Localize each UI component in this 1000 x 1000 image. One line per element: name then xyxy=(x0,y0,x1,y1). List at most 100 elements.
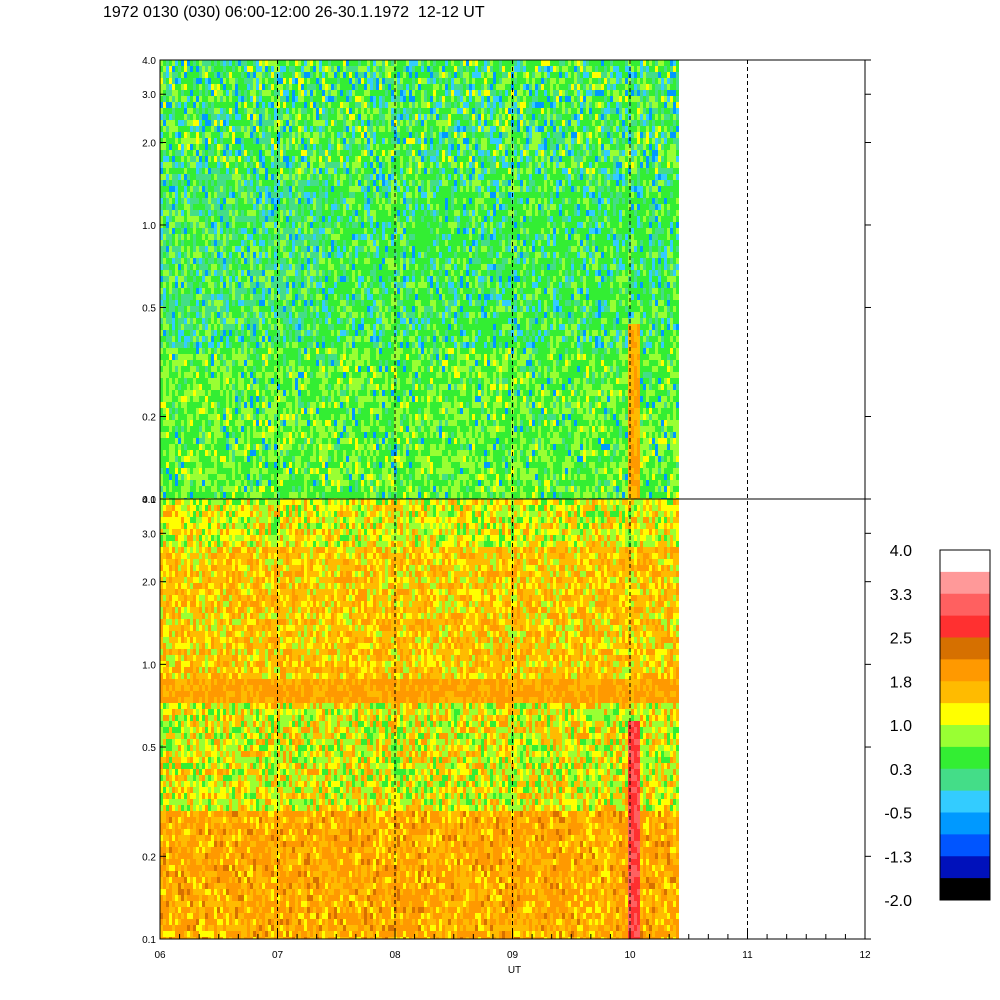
heatmap-cell xyxy=(295,300,298,306)
heatmap-cell xyxy=(214,96,217,102)
heatmap-cell xyxy=(268,300,271,306)
heatmap-cell xyxy=(346,294,349,300)
heatmap-cell xyxy=(226,120,229,126)
heatmap-cell xyxy=(259,144,262,150)
heatmap-cell xyxy=(319,114,322,120)
heatmap-cell xyxy=(325,132,328,138)
heatmap-cell xyxy=(187,216,190,222)
heatmap-cell xyxy=(244,66,247,72)
heatmap-cell xyxy=(265,444,268,450)
heatmap-cell xyxy=(184,342,187,348)
heatmap-cell xyxy=(187,402,190,408)
heatmap-cell xyxy=(343,282,346,288)
heatmap-cell xyxy=(352,390,355,396)
heatmap-cell xyxy=(265,468,268,474)
heatmap-cell xyxy=(172,324,175,330)
heatmap-cell xyxy=(352,408,355,414)
heatmap-cell xyxy=(313,288,316,294)
heatmap-cell xyxy=(352,288,355,294)
heatmap-cell xyxy=(358,240,361,246)
heatmap-cell xyxy=(340,348,343,354)
heatmap-cell xyxy=(205,432,208,438)
heatmap-cell xyxy=(358,450,361,456)
heatmap-cell xyxy=(298,186,301,192)
heatmap-cell xyxy=(280,486,283,492)
heatmap-cell xyxy=(244,216,247,222)
heatmap-cell xyxy=(358,444,361,450)
heatmap-cell xyxy=(214,216,217,222)
heatmap-cell xyxy=(193,288,196,294)
heatmap-cell xyxy=(187,234,190,240)
heatmap-cell xyxy=(169,492,172,498)
heatmap-cell xyxy=(346,228,349,234)
heatmap-cell xyxy=(343,456,346,462)
heatmap-cell xyxy=(319,150,322,156)
heatmap-cell xyxy=(220,168,223,174)
heatmap-cell xyxy=(226,486,229,492)
heatmap-cell xyxy=(250,252,253,258)
heatmap-cell xyxy=(355,468,358,474)
heatmap-cell xyxy=(352,216,355,222)
heatmap-cell xyxy=(217,324,220,330)
heatmap-cell xyxy=(280,426,283,432)
heatmap-cell xyxy=(217,462,220,468)
heatmap-cell xyxy=(292,444,295,450)
heatmap-cell xyxy=(268,102,271,108)
heatmap-cell xyxy=(250,384,253,390)
heatmap-cell xyxy=(178,324,181,330)
heatmap-cell xyxy=(202,330,205,336)
heatmap-cell xyxy=(295,204,298,210)
heatmap-cell xyxy=(199,150,202,156)
heatmap-cell xyxy=(175,438,178,444)
heatmap-cell xyxy=(283,168,286,174)
heatmap-cell xyxy=(250,270,253,276)
heatmap-cell xyxy=(220,318,223,324)
heatmap-cell xyxy=(304,228,307,234)
heatmap-cell xyxy=(271,240,274,246)
heatmap-cell xyxy=(226,228,229,234)
heatmap-cell xyxy=(220,486,223,492)
heatmap-cell xyxy=(286,456,289,462)
heatmap-cell xyxy=(250,90,253,96)
heatmap-cell xyxy=(247,156,250,162)
heatmap-cell xyxy=(214,228,217,234)
heatmap-cell xyxy=(331,222,334,228)
heatmap-cell xyxy=(181,132,184,138)
heatmap-cell xyxy=(235,108,238,114)
heatmap-cell xyxy=(223,480,226,486)
heatmap-cell xyxy=(187,396,190,402)
heatmap-cell xyxy=(295,120,298,126)
heatmap-cell xyxy=(172,318,175,324)
heatmap-cell xyxy=(193,468,196,474)
heatmap-cell xyxy=(181,210,184,216)
heatmap-cell xyxy=(214,204,217,210)
heatmap-cell xyxy=(211,360,214,366)
heatmap-cell xyxy=(319,180,322,186)
heatmap-cell xyxy=(304,246,307,252)
heatmap-cell xyxy=(298,96,301,102)
heatmap-cell xyxy=(196,240,199,246)
heatmap-cell xyxy=(190,378,193,384)
heatmap-cell xyxy=(283,108,286,114)
heatmap-cell xyxy=(349,474,352,480)
heatmap-cell xyxy=(178,312,181,318)
heatmap-cell xyxy=(253,432,256,438)
heatmap-cell xyxy=(283,378,286,384)
heatmap-cell xyxy=(361,78,364,84)
heatmap-cell xyxy=(307,264,310,270)
heatmap-cell xyxy=(343,474,346,480)
heatmap-cell xyxy=(241,228,244,234)
heatmap-cell xyxy=(163,300,166,306)
heatmap-cell xyxy=(337,468,340,474)
heatmap-cell xyxy=(334,72,337,78)
heatmap-cell xyxy=(274,150,277,156)
heatmap-cell xyxy=(319,402,322,408)
heatmap-cell xyxy=(307,258,310,264)
heatmap-cell xyxy=(178,204,181,210)
heatmap-cell xyxy=(262,342,265,348)
heatmap-cell xyxy=(247,108,250,114)
heatmap-cell xyxy=(355,414,358,420)
heatmap-cell xyxy=(172,210,175,216)
heatmap-cell xyxy=(244,414,247,420)
heatmap-cell xyxy=(244,288,247,294)
